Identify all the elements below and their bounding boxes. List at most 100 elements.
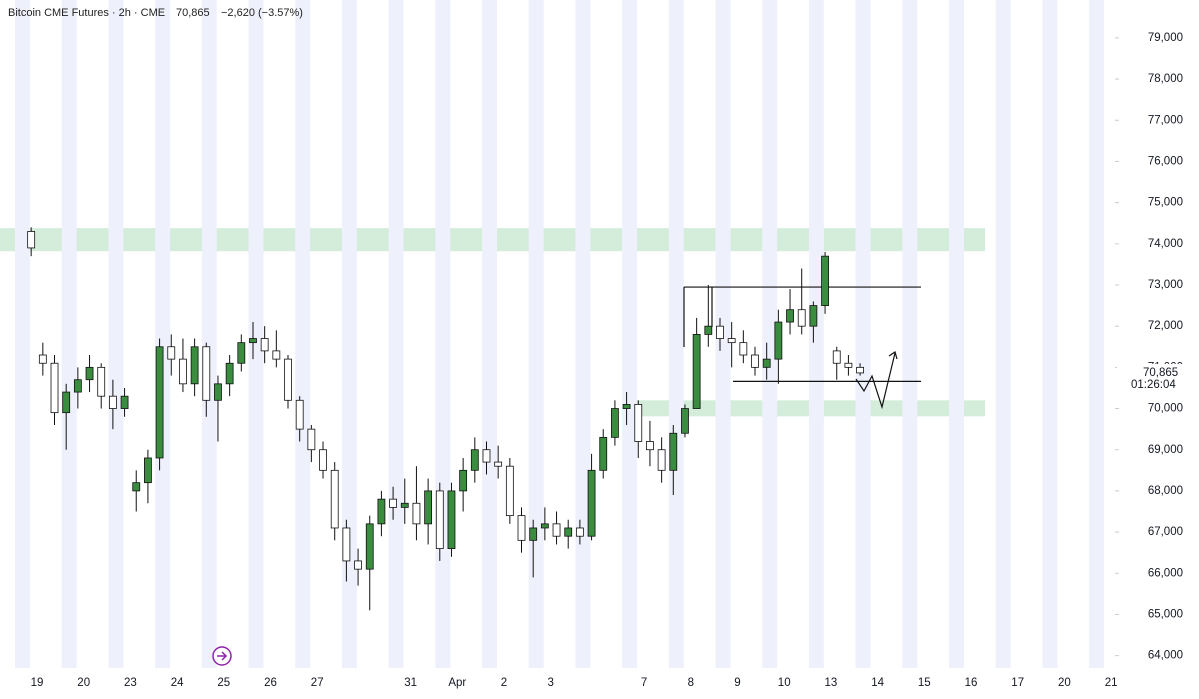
- session-band: [435, 0, 451, 668]
- candle-body: [400, 502, 409, 508]
- session-band: [1089, 0, 1105, 668]
- candle-body: [459, 469, 468, 492]
- candle-body: [412, 502, 421, 525]
- x-tick-label: 25: [217, 677, 230, 689]
- candle-body: [27, 231, 36, 249]
- candle-body: [144, 457, 152, 484]
- candle-body: [657, 449, 666, 471]
- candle-body: [470, 449, 479, 471]
- candle-body: [179, 358, 187, 385]
- candle-body: [681, 408, 689, 434]
- zigzag-path: [855, 352, 896, 410]
- x-tick-label: 16: [965, 677, 978, 689]
- session-band: [201, 0, 217, 668]
- x-tick-label: 2: [501, 677, 507, 689]
- session-band: [108, 0, 124, 668]
- session-band: [248, 0, 264, 668]
- last-price-label: 70,865: [1143, 367, 1178, 379]
- x-tick-label: 24: [171, 677, 184, 689]
- session-bands: [0, 0, 1105, 668]
- candle-body: [342, 527, 351, 562]
- candle-body: [260, 338, 269, 352]
- x-tick-label: 9: [734, 677, 740, 689]
- x-tick-label: 19: [31, 677, 44, 689]
- x-tick-label: 20: [1058, 677, 1071, 689]
- plot: [27, 227, 921, 611]
- candle-body: [62, 391, 71, 414]
- session-band: [528, 0, 544, 668]
- price-change: −2,620 (−3.57%): [221, 7, 303, 19]
- y-tick-label: 79,000: [1148, 32, 1183, 44]
- candle-body: [284, 358, 292, 401]
- y-tick-label: 67,000: [1148, 526, 1183, 538]
- y-tick-label: 73,000: [1148, 279, 1183, 291]
- candle-body: [108, 395, 117, 409]
- candle-body: [727, 338, 736, 344]
- y-tick-label: 70,000: [1148, 403, 1183, 415]
- candle-body: [307, 428, 316, 451]
- session-band: [668, 0, 684, 668]
- candle-body: [190, 346, 199, 385]
- y-tick-label: 75,000: [1148, 197, 1183, 209]
- candle-body: [354, 560, 362, 570]
- y-tick-label: 76,000: [1148, 155, 1183, 167]
- candle-body: [73, 379, 82, 393]
- x-tick-label: 8: [688, 677, 694, 689]
- x-tick-label: 23: [124, 677, 137, 689]
- last-price-tag: [1117, 363, 1199, 394]
- x-tick-label: 17: [1011, 677, 1024, 689]
- y-tick-label: 78,000: [1148, 73, 1183, 85]
- session-band: [855, 0, 871, 668]
- session-band: [155, 0, 171, 668]
- candle-body: [202, 346, 211, 401]
- candle-body: [120, 395, 129, 409]
- candle-body: [692, 334, 701, 409]
- candle-body: [622, 404, 631, 409]
- countdown: 01:26:04: [1131, 379, 1176, 391]
- y-tick-label: 65,000: [1148, 608, 1183, 620]
- session-band: [575, 0, 591, 668]
- last-price: 70,865: [176, 7, 210, 19]
- y-tick-label: 74,000: [1148, 238, 1183, 250]
- candle-body: [447, 490, 456, 549]
- y-tick-label: 68,000: [1148, 485, 1183, 497]
- event-icon[interactable]: [212, 646, 232, 666]
- x-tick-label: 26: [264, 677, 277, 689]
- candle-body: [774, 321, 783, 360]
- candle-body: [529, 527, 538, 541]
- session-band: [295, 0, 311, 668]
- candle-body: [611, 408, 619, 438]
- session-band: [622, 0, 638, 668]
- candle-body: [540, 523, 549, 529]
- y-tick-label: 64,000: [1148, 650, 1183, 662]
- candle-body: [751, 354, 759, 368]
- candle-body: [214, 383, 222, 401]
- session-band: [949, 0, 964, 668]
- session-band: [15, 0, 30, 668]
- candle-body: [786, 309, 794, 323]
- x-tick-label: 13: [825, 677, 838, 689]
- candle-body: [494, 461, 503, 467]
- session-band: [341, 0, 357, 668]
- candle-body: [50, 362, 59, 414]
- y-tick-label: 69,000: [1148, 444, 1183, 456]
- session-band: [1042, 0, 1058, 668]
- candle-body: [435, 490, 444, 549]
- session-band: [762, 0, 778, 668]
- y-tick-label: 72,000: [1148, 320, 1183, 332]
- x-tick-label: 10: [778, 677, 791, 689]
- x-tick-label: 31: [404, 677, 417, 689]
- candle-body: [704, 325, 713, 335]
- session-band: [388, 0, 404, 668]
- candle-body: [155, 346, 164, 459]
- candle-body: [167, 346, 176, 360]
- candle-body: [669, 432, 678, 471]
- candle-body: [97, 366, 106, 397]
- candle-body: [237, 342, 246, 364]
- candle-body: [132, 482, 141, 492]
- x-tick-label: 20: [77, 677, 90, 689]
- candle-body: [599, 436, 608, 471]
- session-band: [808, 0, 824, 668]
- y-tick-label: 66,000: [1148, 567, 1183, 579]
- candle-body: [844, 362, 853, 368]
